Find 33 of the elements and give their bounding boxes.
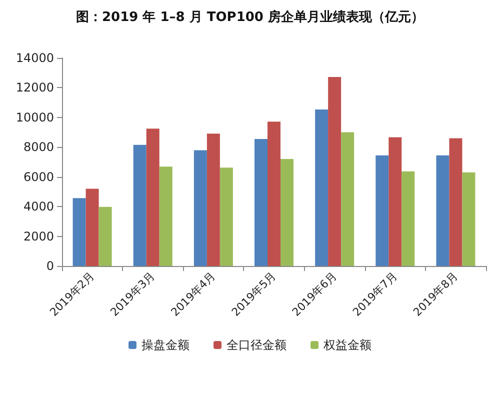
bar (328, 77, 342, 266)
y-tick-label: 2000 (23, 229, 54, 244)
bar (402, 171, 415, 266)
bar (72, 198, 86, 266)
bar (159, 166, 172, 266)
bar (449, 138, 462, 266)
bar (86, 188, 99, 266)
bar (98, 206, 112, 266)
bar (146, 128, 160, 266)
legend-label: 操盘金额 (142, 338, 190, 352)
y-tick-label: 14000 (16, 51, 54, 65)
chart-title: 图：2019 年 1–8 月 TOP100 房企单月业绩表现（亿元） (76, 9, 424, 25)
bar (220, 168, 233, 266)
bar (268, 122, 280, 266)
legend-label: 权益金额 (322, 338, 372, 352)
y-tick-label: 0 (46, 259, 54, 273)
bar (133, 144, 146, 266)
y-tick-label: 12000 (16, 80, 54, 95)
bar (388, 137, 402, 266)
legend-label: 全口径金额 (226, 338, 286, 352)
bar (194, 150, 207, 266)
bar (206, 134, 220, 266)
bar (436, 155, 450, 266)
bar (280, 159, 294, 266)
bar (376, 155, 389, 266)
y-tick-label: 8000 (23, 140, 54, 154)
bar (254, 138, 268, 266)
bar (462, 172, 476, 266)
y-tick-label: 10000 (16, 110, 54, 124)
bar (315, 110, 328, 266)
y-tick-label: 6000 (23, 170, 54, 184)
y-tick-label: 4000 (23, 200, 54, 214)
bar (341, 132, 354, 266)
